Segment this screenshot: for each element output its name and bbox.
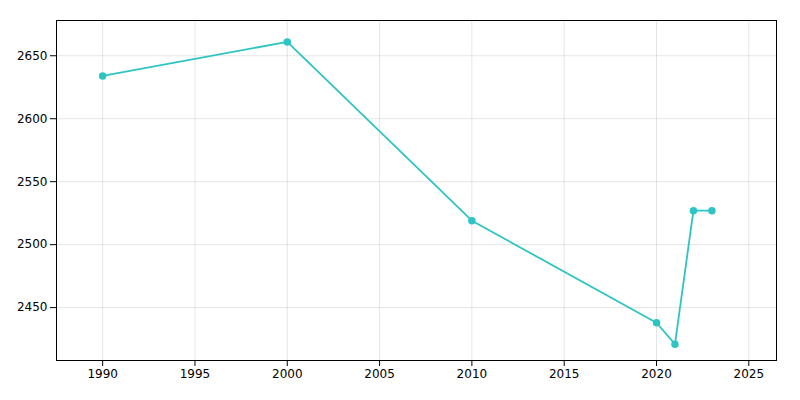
svg-text:2650: 2650 [17, 49, 48, 63]
svg-text:2005: 2005 [364, 367, 395, 381]
svg-text:2015: 2015 [549, 367, 580, 381]
svg-text:1995: 1995 [180, 367, 211, 381]
svg-text:2600: 2600 [17, 112, 48, 126]
svg-text:2450: 2450 [17, 300, 48, 314]
svg-text:2010: 2010 [457, 367, 488, 381]
svg-text:2550: 2550 [17, 175, 48, 189]
svg-text:1990: 1990 [87, 367, 118, 381]
svg-text:2020: 2020 [641, 367, 672, 381]
svg-text:2000: 2000 [272, 367, 303, 381]
svg-text:2500: 2500 [17, 237, 48, 251]
svg-text:2025: 2025 [734, 367, 765, 381]
